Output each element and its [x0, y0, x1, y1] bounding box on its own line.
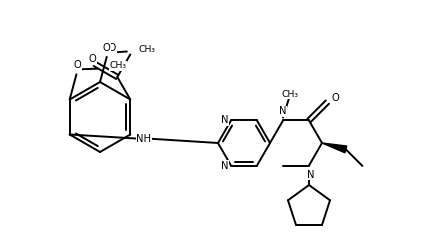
Text: O: O	[103, 43, 111, 53]
Text: NH: NH	[136, 134, 152, 144]
Text: N: N	[279, 106, 287, 117]
Text: N: N	[220, 116, 228, 125]
Text: O: O	[74, 60, 81, 70]
Text: O: O	[332, 93, 339, 103]
Text: CH₃: CH₃	[110, 61, 127, 70]
Polygon shape	[322, 143, 347, 153]
Text: N: N	[220, 161, 228, 171]
Text: N: N	[307, 169, 315, 179]
Text: HO: HO	[101, 44, 117, 53]
Text: CH₃: CH₃	[281, 90, 298, 99]
Text: O: O	[89, 54, 97, 64]
Text: CH₃: CH₃	[139, 45, 156, 54]
